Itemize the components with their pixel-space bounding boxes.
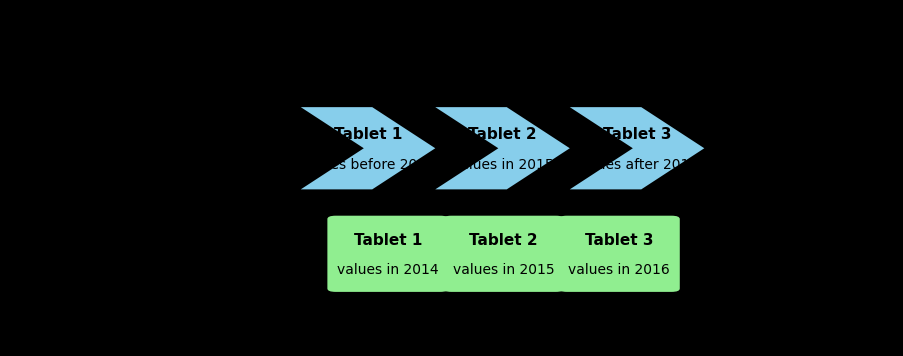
FancyBboxPatch shape <box>558 216 679 292</box>
Text: Tablet 3: Tablet 3 <box>602 127 671 142</box>
Text: Tablet 1: Tablet 1 <box>353 232 422 247</box>
Text: values in 2015: values in 2015 <box>452 263 554 277</box>
Polygon shape <box>569 107 703 189</box>
FancyBboxPatch shape <box>327 216 448 292</box>
FancyBboxPatch shape <box>442 216 563 292</box>
Text: values in 2015: values in 2015 <box>452 158 553 172</box>
Text: values before 2015: values before 2015 <box>301 158 434 172</box>
Text: Tablet 1: Tablet 1 <box>333 127 402 142</box>
Text: values in 2014: values in 2014 <box>337 263 438 277</box>
Text: values in 2016: values in 2016 <box>568 263 669 277</box>
Text: Tablet 2: Tablet 2 <box>469 232 537 247</box>
Text: Tablet 2: Tablet 2 <box>468 127 536 142</box>
Polygon shape <box>301 107 435 189</box>
Text: values after 2015: values after 2015 <box>575 158 697 172</box>
Polygon shape <box>435 107 569 189</box>
Text: Tablet 3: Tablet 3 <box>584 232 653 247</box>
